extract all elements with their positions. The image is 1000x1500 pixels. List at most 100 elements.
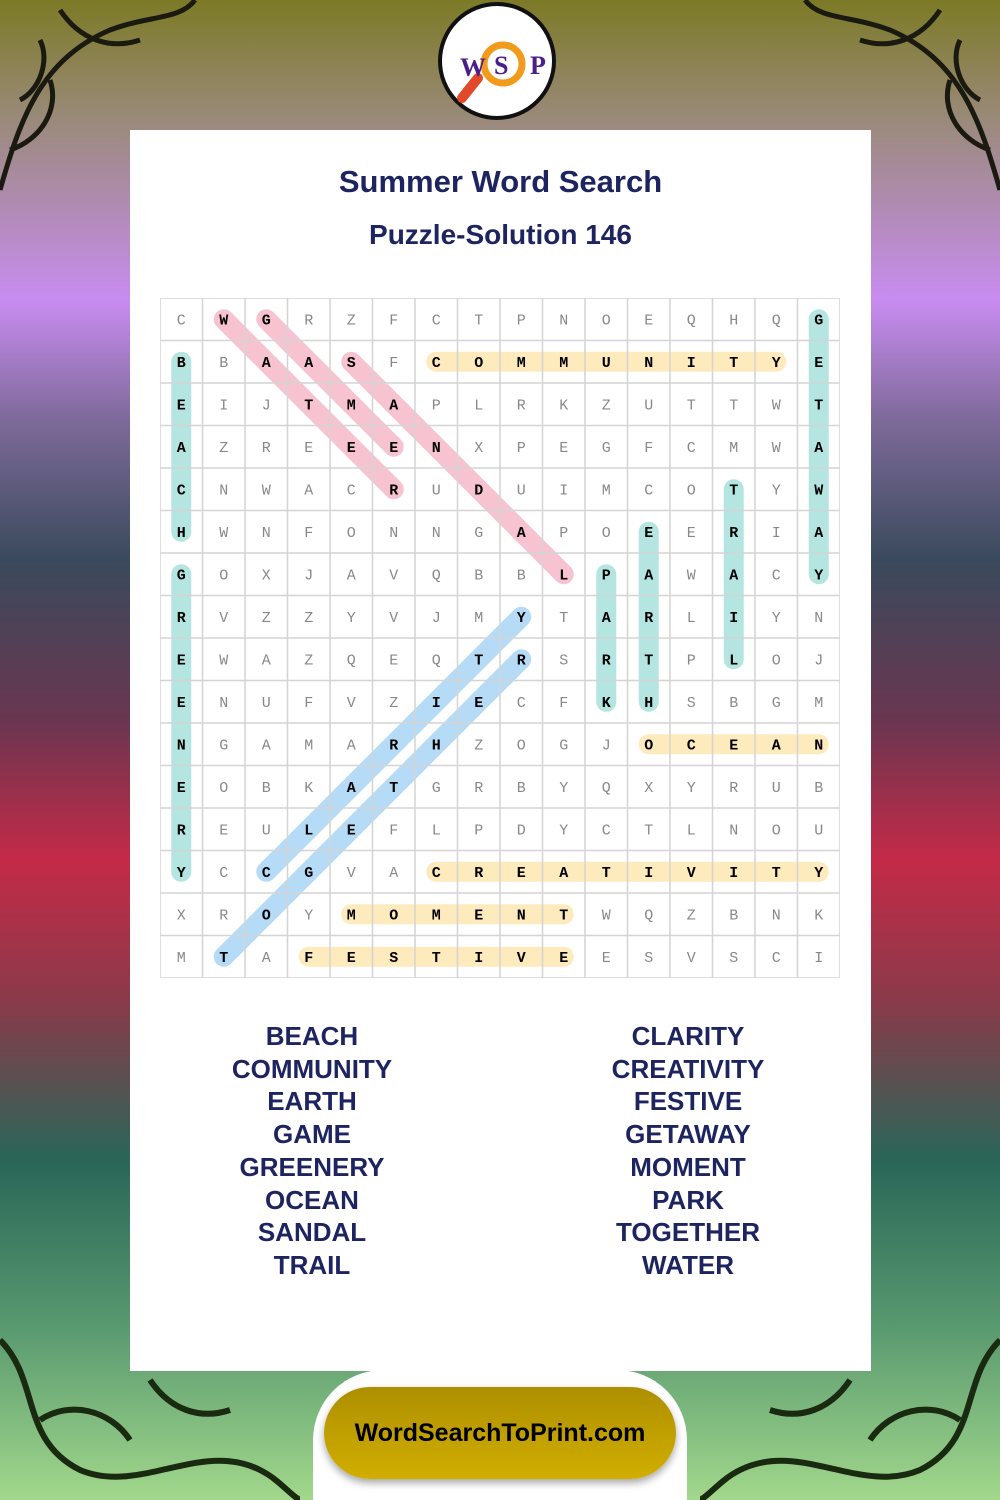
- grid-cell: N: [644, 355, 653, 372]
- word-list-item: FESTIVE: [633, 1086, 743, 1117]
- grid-cell: C: [432, 865, 441, 882]
- word-list-item: TRAIL: [273, 1249, 351, 1280]
- grid-cell: P: [559, 525, 568, 542]
- grid-cell: E: [559, 950, 568, 967]
- grid-cell: I: [814, 950, 823, 967]
- grid-cell: T: [474, 652, 483, 669]
- grid-cell: P: [602, 567, 611, 584]
- grid-cell: Y: [177, 865, 186, 882]
- grid-cell: S: [389, 950, 398, 967]
- grid-cell: W: [602, 907, 611, 924]
- logo-letter-p: P: [530, 51, 546, 80]
- grid-cell: H: [644, 695, 653, 712]
- grid-cell: R: [517, 397, 526, 414]
- grid-cell: M: [559, 355, 568, 372]
- grid-cell: R: [517, 652, 526, 669]
- grid-cell: N: [729, 822, 738, 839]
- grid-cell: Y: [304, 907, 313, 924]
- grid-cell: E: [474, 907, 483, 924]
- grid-cell: T: [814, 397, 823, 414]
- grid-cell: L: [474, 397, 483, 414]
- word-list-item: PARK: [652, 1184, 724, 1215]
- grid-cell: P: [474, 822, 483, 839]
- grid-cell: N: [772, 907, 781, 924]
- grid-cell: C: [687, 737, 696, 754]
- grid-cell: N: [814, 737, 823, 754]
- grid-cell: S: [644, 950, 653, 967]
- grid-cell: A: [262, 950, 271, 967]
- grid-cell: E: [347, 950, 356, 967]
- grid-cell: I: [432, 695, 441, 712]
- grid-cell: A: [644, 567, 653, 584]
- grid-cell: I: [687, 355, 696, 372]
- grid-cell: E: [687, 525, 696, 542]
- page-subtitle: Puzzle-Solution 146: [369, 219, 632, 250]
- grid-cell: R: [177, 822, 186, 839]
- logo: W S P: [438, 2, 556, 120]
- grid-cell: G: [814, 312, 823, 329]
- grid-cell: F: [304, 525, 313, 542]
- grid-cell: E: [729, 737, 738, 754]
- grid-cell: C: [177, 312, 186, 329]
- grid-cell: U: [814, 822, 823, 839]
- grid-cell: B: [517, 780, 526, 797]
- grid-cell: E: [347, 822, 356, 839]
- grid-cell: I: [559, 482, 568, 499]
- grid-cell: Y: [517, 610, 526, 627]
- grid-cell: H: [432, 737, 441, 754]
- grid-cell: Y: [559, 780, 568, 797]
- word-list-item: CREATIVITY: [611, 1053, 765, 1084]
- grid-cell: I: [772, 525, 781, 542]
- grid-cell: B: [474, 567, 483, 584]
- grid-cell: R: [474, 865, 483, 882]
- grid-cell: A: [304, 482, 313, 499]
- grid-cell: C: [517, 695, 526, 712]
- grid-cell: E: [389, 652, 398, 669]
- grid-cell: Y: [814, 865, 823, 882]
- corner-ornament-icon: [0, 1337, 300, 1500]
- grid-cell: G: [219, 737, 228, 754]
- grid-cell: Q: [347, 652, 356, 669]
- grid-cell: K: [304, 780, 313, 797]
- grid-cell: A: [177, 440, 186, 457]
- grid-cell: A: [772, 737, 781, 754]
- grid-cell: G: [177, 567, 186, 584]
- grid-cell: I: [219, 397, 228, 414]
- grid-cell: J: [602, 737, 611, 754]
- grid-cell: O: [772, 652, 781, 669]
- grid-cell: T: [687, 397, 696, 414]
- grid-cell: N: [432, 440, 441, 457]
- corner-ornament-icon: [0, 0, 197, 191]
- word-list-item: SANDAL: [257, 1217, 367, 1248]
- word-list-item: OCEAN: [265, 1184, 359, 1215]
- grid-cell: C: [432, 355, 441, 372]
- grid-cell: M: [347, 397, 356, 414]
- grid-cell: Z: [389, 695, 398, 712]
- grid-cell: T: [729, 397, 738, 414]
- grid-cell: C: [602, 822, 611, 839]
- grid-cell: R: [602, 652, 611, 669]
- grid-cell: R: [389, 737, 398, 754]
- grid-cell: X: [262, 567, 271, 584]
- website-link-button[interactable]: WordSearchToPrint.com: [324, 1387, 676, 1479]
- grid-cell: Y: [814, 567, 823, 584]
- word-list-item: EARTH: [267, 1086, 357, 1117]
- grid-cell: T: [772, 865, 781, 882]
- grid-cell: W: [687, 567, 696, 584]
- solution-highlight-clarity: [256, 606, 532, 882]
- solution-highlight-water: [213, 309, 404, 500]
- grid-cell: M: [347, 907, 356, 924]
- grid-cell: T: [474, 312, 483, 329]
- grid-cell: A: [729, 567, 738, 584]
- grid-cell: R: [389, 482, 398, 499]
- grid-cell: Q: [687, 312, 696, 329]
- grid-cell: N: [219, 695, 228, 712]
- grid-cell: A: [814, 440, 823, 457]
- grid-cell: W: [219, 525, 228, 542]
- grid-cell: G: [262, 312, 271, 329]
- grid-cell: D: [517, 822, 526, 839]
- grid-cell: O: [389, 907, 398, 924]
- grid-cell: R: [262, 440, 271, 457]
- grid-cell: O: [687, 482, 696, 499]
- grid-cell: A: [389, 865, 398, 882]
